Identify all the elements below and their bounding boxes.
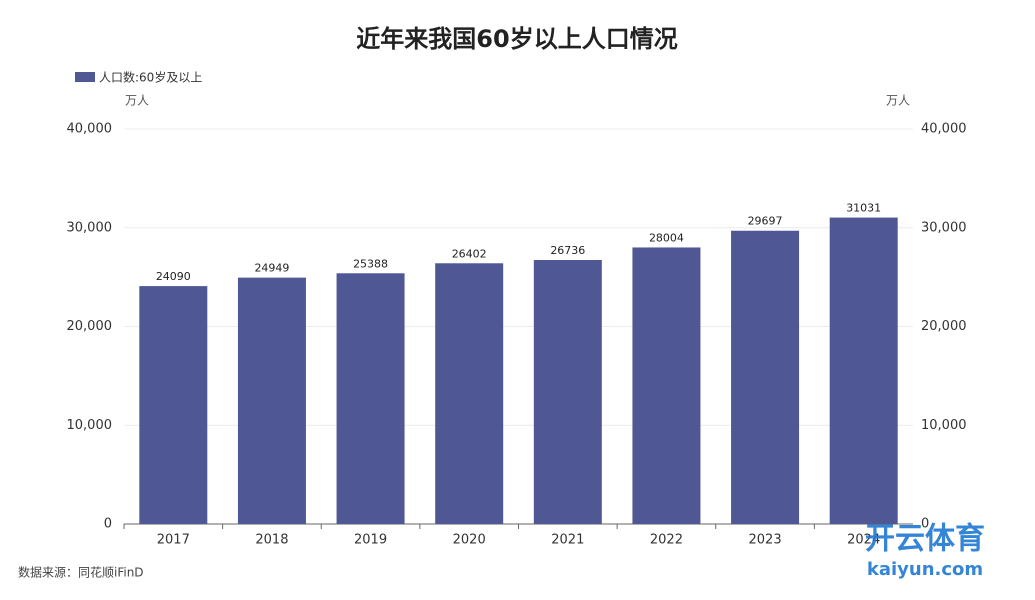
y-tick-label: 10,000 [67,418,113,433]
source-note: 数据来源：同花顺iFinD [18,565,144,580]
y2-tick-label: 30,000 [921,220,967,235]
bar [237,277,306,524]
legend-label: 人口数:60岁及以上 [99,70,202,85]
bar [435,263,504,524]
data-label: 26402 [452,247,487,260]
x-tick-label: 2022 [650,533,683,548]
data-label: 26736 [550,244,585,257]
x-tick-label: 2019 [354,533,387,548]
y2-tick-label: 20,000 [921,319,967,334]
watermark-subtitle: kaiyun.com [867,559,983,580]
x-tick-label: 2024 [847,533,880,548]
x-tick-label: 2021 [551,533,584,548]
y2-unit: 万人 [886,94,910,108]
legend-swatch [75,72,95,82]
data-label: 31031 [846,202,881,215]
y-tick-label: 30,000 [67,220,113,235]
x-tick-label: 2023 [749,533,782,548]
y-tick-label: 20,000 [67,319,113,334]
y2-tick-label: 0 [921,517,929,532]
y2-tick-label: 40,000 [921,122,967,137]
bar [139,286,208,524]
data-label: 29697 [748,215,783,228]
bar [336,273,405,524]
chart-title: 近年来我国60岁以上人口情况 [356,25,677,53]
watermark-title: 开云体育 [865,522,985,557]
x-tick-label: 2017 [157,533,190,548]
x-tick-label: 2018 [255,533,288,548]
data-label: 24090 [156,270,191,283]
x-tick-label: 2020 [453,533,486,548]
y2-tick-label: 10,000 [921,418,967,433]
data-label: 24949 [254,262,289,275]
bar [533,259,602,524]
bar [731,230,800,524]
data-label: 28004 [649,231,684,244]
y-unit: 万人 [125,94,149,108]
data-label: 25388 [353,257,388,270]
y-tick-label: 40,000 [67,122,113,137]
y-tick-label: 0 [104,517,112,532]
bar [632,247,701,524]
bar [829,217,898,524]
